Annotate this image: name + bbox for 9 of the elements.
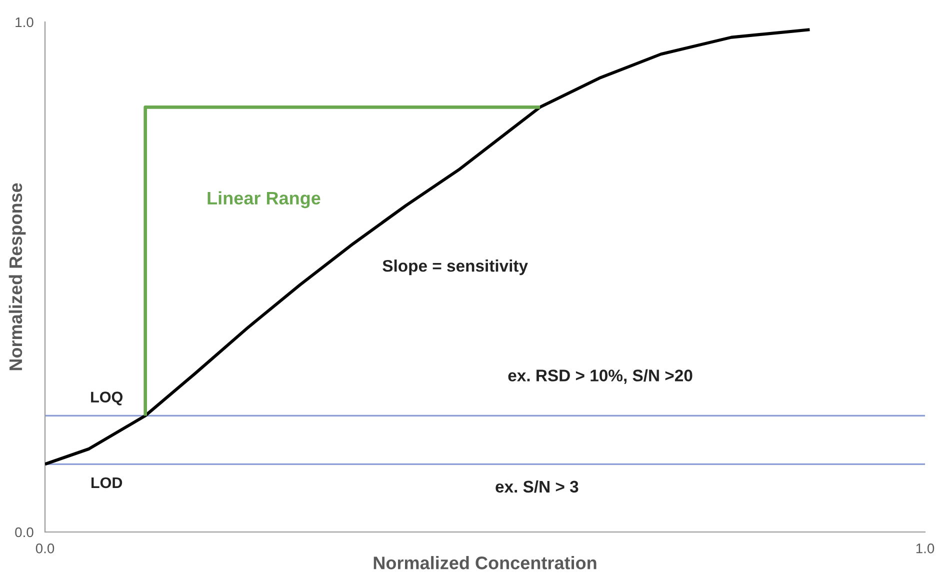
annotation: ex. RSD > 10%, S/N >20 xyxy=(508,369,692,384)
annotation: Slope = sensitivity xyxy=(382,260,528,276)
y-axis-title: Normalized Response xyxy=(8,183,26,370)
x-axis-title: Normalized Concentration xyxy=(374,556,596,570)
line-series xyxy=(45,28,812,466)
text: Linear Range xyxy=(208,191,320,208)
ref-line-label: LOD xyxy=(92,477,122,488)
annotation: ex. S/N > 3 xyxy=(496,480,578,493)
ref-line-label: LOQ xyxy=(91,392,123,406)
